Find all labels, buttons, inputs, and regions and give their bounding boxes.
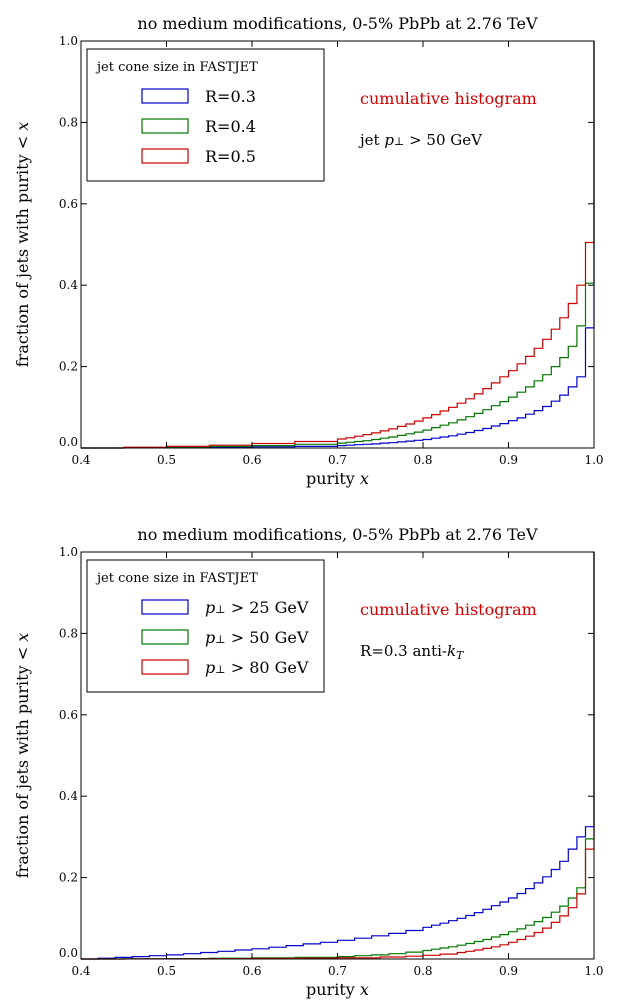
- legend-label: p⊥ > 50 GeV: [205, 628, 309, 647]
- x-tick-label: 0.8: [413, 453, 432, 467]
- legend-swatch: [141, 599, 189, 615]
- x-tick-label: 0.9: [499, 964, 518, 978]
- y-tick-label: 0.2: [59, 360, 78, 374]
- x-tick-label: 0.9: [499, 453, 518, 467]
- legend-label: R=0.3: [205, 87, 256, 106]
- chart-title: no medium modifications, 0-5% PbPb at 2.…: [137, 14, 538, 33]
- y-tick-label: 0.8: [59, 626, 78, 640]
- legend-swatch: [141, 118, 189, 134]
- legend-title: jet cone size in FASTJET: [95, 60, 258, 75]
- y-axis-label: fraction of jets with purity < x: [13, 122, 32, 367]
- legend-title: jet cone size in FASTJET: [95, 571, 258, 586]
- legend-label: p⊥ > 25 GeV: [205, 598, 309, 617]
- y-tick-label: 0.8: [59, 115, 78, 129]
- legend-label: R=0.5: [205, 147, 256, 166]
- y-tick-label: 0.4: [59, 278, 78, 292]
- y-tick-label: 0.4: [59, 789, 78, 803]
- x-tick-label: 1.0: [584, 964, 603, 978]
- series-line-2: [81, 552, 595, 960]
- legend-label: p⊥ > 80 GeV: [205, 658, 309, 677]
- x-tick-label: 0.8: [413, 964, 432, 978]
- annotation-cumulative: cumulative histogram: [360, 600, 537, 619]
- annotation-cumulative: cumulative histogram: [360, 89, 537, 108]
- legend-label: R=0.4: [205, 117, 256, 136]
- x-tick-label: 0.6: [242, 453, 261, 467]
- x-tick-label: 1.0: [584, 453, 603, 467]
- y-tick-label: 1.0: [59, 545, 78, 559]
- series-line-1: [81, 552, 595, 960]
- y-tick-label: 0.0: [59, 946, 78, 960]
- legend-box: [86, 559, 325, 693]
- annotation-cut: jet p⊥ > 50 GeV: [358, 131, 483, 149]
- y-tick-label: 0.6: [59, 708, 78, 722]
- x-tick-label: 0.7: [328, 453, 347, 467]
- x-axis-label: purity x: [306, 980, 369, 999]
- legend-swatch: [141, 659, 189, 675]
- chart-title: no medium modifications, 0-5% PbPb at 2.…: [137, 525, 538, 544]
- x-tick-label: 0.6: [242, 964, 261, 978]
- legend-swatch: [141, 148, 189, 164]
- y-tick-label: 0.6: [59, 197, 78, 211]
- x-tick-label: 0.4: [71, 964, 90, 978]
- legend-swatch: [141, 629, 189, 645]
- y-tick-label: 1.0: [59, 34, 78, 48]
- annotation-cut: R=0.3 anti-kT: [360, 642, 465, 662]
- x-tick-label: 0.7: [328, 964, 347, 978]
- x-tick-label: 0.5: [157, 964, 176, 978]
- x-axis-label: purity x: [306, 469, 369, 488]
- x-tick-label: 0.5: [157, 453, 176, 467]
- x-tick-label: 0.4: [71, 453, 90, 467]
- legend-box: [86, 48, 325, 182]
- legend-swatch: [141, 88, 189, 104]
- y-axis-label: fraction of jets with purity < x: [13, 633, 32, 878]
- y-tick-label: 0.0: [59, 435, 78, 449]
- y-tick-label: 0.2: [59, 871, 78, 885]
- series-line-3: [81, 41, 595, 449]
- series-line-3: [81, 552, 595, 960]
